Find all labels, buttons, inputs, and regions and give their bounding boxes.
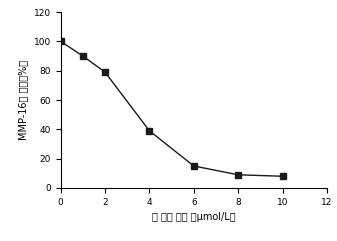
X-axis label: 单 体的 浓度 （μmol/L）: 单 体的 浓度 （μmol/L）: [152, 212, 236, 222]
Y-axis label: MMP-16的 活力（%）: MMP-16的 活力（%）: [18, 60, 28, 140]
